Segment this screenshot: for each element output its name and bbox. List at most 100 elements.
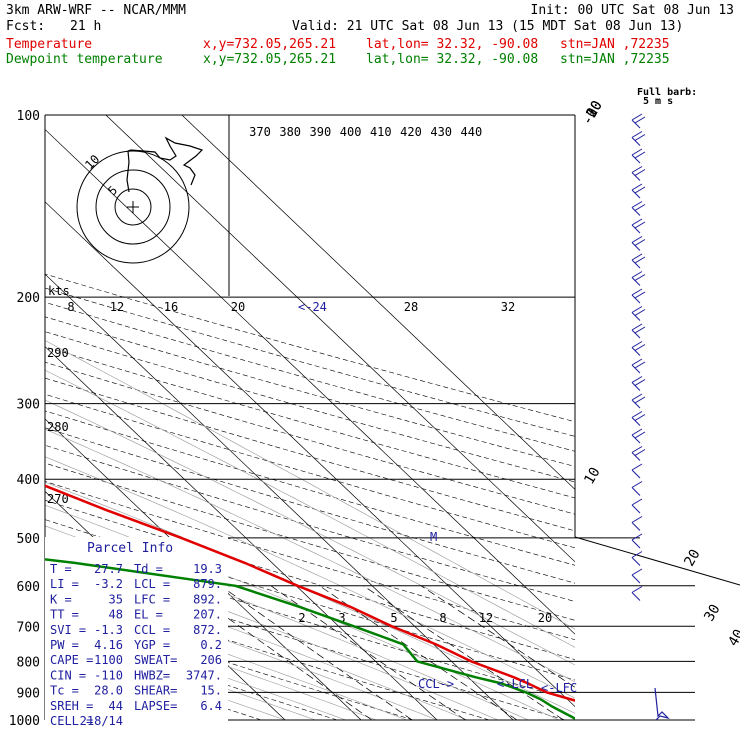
wind-barbs [631,113,670,721]
wind-barb-flag [631,131,643,138]
pressure-label: 800 [17,655,40,670]
wind-barb-staff [631,522,641,531]
hodograph-24-marker: <-24 [298,300,327,314]
temperature-xy: x,y=732.05,265.21 [203,37,337,52]
dewpoint-latlon: lat,lon= 32.32, -90.08 [366,52,539,67]
dry-adiabat [45,462,575,621]
temperature-profile [45,484,575,702]
parcel-info-label: TT = [50,608,79,622]
parcel-info-value: -3.2 [94,577,123,591]
theta-label: 420 [400,125,422,139]
theta-label: 440 [461,125,483,139]
theta-label: 400 [340,125,362,139]
mixing-ratio-label: 20 [538,611,552,625]
hodograph-ring [114,188,152,226]
parcel-info-value: 0.2 [200,638,222,652]
wind-barb-flag [631,533,643,541]
theta-label: 380 [279,125,301,139]
hodograph-speed-tick: 28 [404,300,418,314]
dry-adiabat [45,331,575,483]
wind-barb-flag [631,166,643,173]
wind-barb-flag [634,309,646,316]
parcel-info-value: 28.0 [94,684,123,698]
theta-label: 390 [310,125,332,139]
wind-barb-staff [631,277,641,286]
mixing-ratio-label: 12 [479,611,493,625]
isotherm-line [181,115,575,490]
lfc-marker: <-LFC [541,681,577,695]
wind-barb-flag [634,204,646,211]
wind-barb-flag [631,481,643,488]
parcel-info-value: 27.7 [94,562,123,576]
parcel-info-label: EL = [134,608,163,622]
barb-legend-value: 5 m s [643,96,673,107]
wind-barb-flag [631,271,643,278]
dewpoint-stn: stn=JAN ,72235 [560,52,670,67]
parcel-info-label: PW = [50,638,79,652]
temperature-latlon: lat,lon= 32.32, -90.08 [366,37,539,52]
dry-adiabat [45,602,414,720]
hodograph-units: kts [48,284,70,298]
wind-barb-flag [631,323,643,331]
wind-barb-flag [631,568,643,576]
wind-barb-staff [631,487,641,496]
wind-barb-flag [631,253,643,261]
wind-barb-flag [631,236,643,243]
dry-adiabat [45,410,575,566]
dry-adiabat [45,444,575,602]
wind-barb-low [654,687,670,721]
theta-label: 270 [47,492,69,506]
isotherm-label: 20 [681,547,703,570]
hodograph-ring [95,169,171,245]
parcel-info-value: 207. [193,608,222,622]
parcel-info-label: LFC = [134,592,170,606]
isotherm-line [45,128,575,635]
wind-barb-staff [631,119,641,129]
parcel-info-title: Parcel Info [87,541,173,556]
parcel-info-label: SREH = [50,699,93,713]
dry-adiabat [45,580,490,720]
parcel-info-label: SWEAT= [134,653,177,667]
isotherm-label: 10 [581,465,603,488]
parcel-info-label: CIN = [50,668,86,682]
wind-barb-staff [631,242,641,251]
parcel-info-box [45,537,228,722]
wind-barb-flag [634,151,646,159]
dry-adiabat [45,273,575,423]
parcel-info-value: 48 [109,608,123,622]
parcel-info-label: LAPSE= [134,699,177,713]
parcel-info-label: CAPE = [50,653,93,667]
moist-adiabat [45,602,377,720]
wind-barb-flag [631,516,643,523]
dewpoint-profile [45,558,575,720]
wind-barb-staff [631,259,641,269]
parcel-info-label: CCL = [134,623,170,637]
parcel-info-label: SHEAR= [134,684,177,698]
lcl-marker: <-LCL [497,677,533,691]
parcel-info-value: 872. [193,623,222,637]
mixing-ratio-label: 2 [298,611,305,625]
theta-label: 290 [47,346,69,360]
parcel-info-value: 892. [193,592,222,606]
wind-barb-flag [634,256,646,264]
hodograph-trace [126,136,204,193]
wind-barb-flag [631,306,643,313]
pressure-label: 700 [17,620,40,635]
pressure-label: 500 [17,532,40,547]
parcel-info-value: 206 [200,653,222,667]
hodograph-speed-tick: 12 [110,300,124,314]
wind-barb-staff [631,539,641,549]
parcel-info-value: 3747. [186,668,222,682]
parcel-info-label: LI = [50,577,79,591]
hodograph-ring-label: 10 [82,152,102,172]
mixing-ratio-label: 3 [338,611,345,625]
parcel-info-label: T = [50,562,72,576]
parcel-info-label: HWBZ= [134,668,170,682]
pressure-label: 200 [17,291,40,306]
wind-barb-flag [631,446,643,453]
parcel-info-label: SVI = [50,623,86,637]
wind-barb-flag [631,586,643,593]
wind-barb-staff [631,224,641,234]
wind-barb-staff [631,137,641,146]
dewpoint-legend: Dewpoint temperature [6,52,163,67]
